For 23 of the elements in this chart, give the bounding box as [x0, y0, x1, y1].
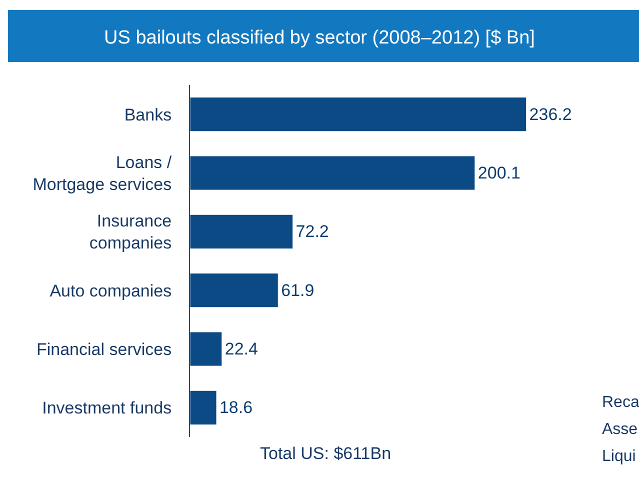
y-tick-label: Loans / Mortgage services: [32, 152, 172, 194]
y-tick-label: Financial services: [36, 340, 172, 359]
y-tick-label: Insurance companies: [89, 212, 172, 253]
bar: [190, 214, 294, 249]
chart-title: US bailouts classified by sector (2008–2012) [$ Bn]: [104, 28, 535, 49]
bar: [190, 273, 278, 308]
bar: [190, 390, 217, 425]
data-label: 200.1: [478, 164, 520, 182]
text: Asse: [602, 421, 638, 438]
data-label: 18.6: [219, 398, 253, 418]
data-label: 72.2: [296, 222, 329, 242]
text: Total US: $611Bn: [260, 444, 392, 463]
y-tick-label: Investment funds: [42, 398, 172, 418]
bar: [190, 97, 527, 132]
text: Liqui: [602, 448, 636, 465]
text: Reca: [602, 394, 639, 411]
data-label: 236.2: [529, 104, 572, 124]
y-tick-label: Auto companies: [50, 281, 172, 300]
data-label: 61.9: [281, 280, 314, 300]
data-label: 22.4: [224, 340, 258, 358]
bar: [190, 156, 476, 190]
y-tick-label: Banks: [124, 105, 172, 124]
bar: [190, 332, 222, 366]
